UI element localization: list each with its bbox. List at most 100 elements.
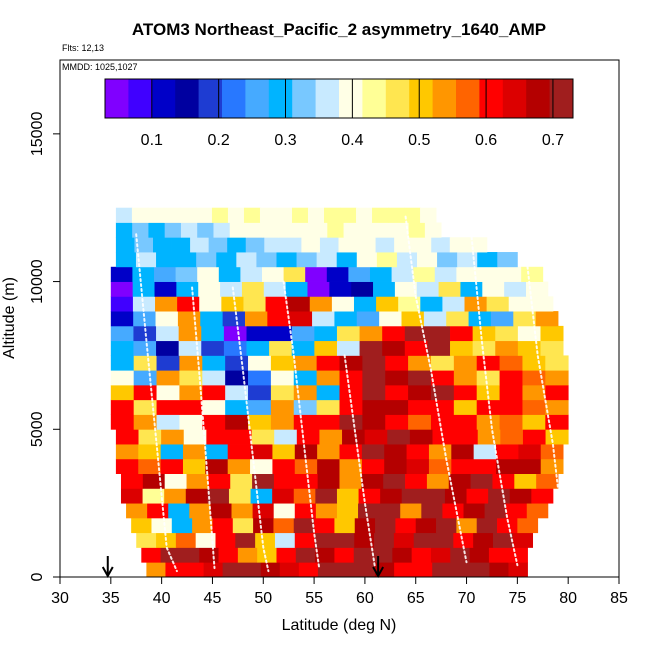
heatmap-cell	[138, 458, 162, 474]
heatmap-cell	[455, 429, 479, 445]
heatmap-cell	[293, 414, 318, 430]
colorbar-swatch	[292, 79, 316, 118]
heatmap-cell	[120, 473, 144, 489]
colorbar-swatch	[151, 79, 176, 118]
heatmap-cell	[293, 355, 318, 371]
x-tick-label: 50	[254, 590, 272, 607]
heatmap-cell	[110, 281, 134, 297]
heatmap-cell	[133, 414, 157, 430]
heatmap-cell	[294, 444, 318, 460]
heatmap-cell	[222, 562, 243, 578]
heatmap-cell	[499, 414, 523, 430]
heatmap-cell	[248, 399, 272, 415]
heatmap-cell	[135, 252, 157, 268]
heatmap-cell	[215, 532, 236, 548]
heatmap-cell	[189, 503, 211, 519]
heatmap-cell	[430, 547, 451, 563]
heatmap-cell	[291, 207, 309, 223]
x-tick-label: 55	[305, 590, 323, 607]
heatmap-cell	[154, 281, 177, 297]
heatmap-cell	[406, 458, 430, 474]
heatmap-cell	[476, 414, 500, 430]
heatmap-cell	[413, 532, 434, 548]
heatmap-cell	[177, 296, 200, 312]
heatmap-cell	[115, 458, 139, 474]
heatmap-cell	[276, 252, 297, 268]
heatmap-cell	[134, 237, 154, 253]
heatmap-cell	[147, 503, 169, 519]
heatmap-cell	[255, 532, 276, 548]
heatmap-cell	[334, 547, 355, 563]
heatmap-cell	[522, 370, 546, 386]
heatmap-cell	[175, 266, 198, 282]
heatmap-cell	[179, 384, 203, 401]
heatmap-cell	[202, 355, 226, 371]
heatmap-cell	[168, 503, 190, 519]
heatmap-cell	[115, 252, 137, 268]
heatmap-cell	[545, 429, 569, 445]
heatmap-cell	[243, 207, 261, 223]
heatmap-cell	[453, 399, 478, 415]
heatmap-cell	[380, 488, 403, 504]
heatmap-cell	[293, 517, 315, 534]
flights-label: Flts: 12,13	[62, 43, 104, 53]
heatmap-cell	[496, 444, 519, 460]
heatmap-cell	[361, 458, 385, 474]
heatmap-cell	[412, 237, 432, 253]
heatmap-cell	[518, 444, 542, 460]
heatmap-cell	[369, 266, 392, 282]
heatmap-cell	[450, 325, 474, 342]
heatmap-cell	[382, 325, 406, 342]
heatmap-cell	[513, 311, 537, 327]
flight-track-line	[404, 215, 468, 564]
heatmap-cell	[178, 325, 202, 342]
heatmap-cell	[324, 207, 341, 223]
heatmap-cell	[231, 503, 253, 519]
heatmap-cell	[339, 414, 363, 430]
heatmap-cell	[316, 384, 340, 401]
heatmap-cell	[227, 207, 245, 223]
heatmap-cell	[492, 473, 515, 489]
heatmap-cell	[314, 325, 338, 342]
heatmap-cell	[473, 444, 497, 460]
heatmap-cell	[221, 296, 244, 312]
heatmap-cell	[359, 222, 377, 238]
colorbar-swatch	[175, 79, 199, 118]
heatmap-cell	[476, 399, 500, 415]
heatmap-cell	[424, 222, 442, 238]
heatmap-cell	[206, 429, 230, 445]
heatmap-cell	[179, 547, 200, 563]
heatmap-cell	[260, 562, 281, 578]
heatmap-cell	[385, 384, 409, 401]
colorbar-swatch	[479, 79, 504, 118]
heatmap-cell	[274, 429, 298, 445]
heatmap-cell	[138, 444, 162, 460]
heatmap-cell	[202, 399, 226, 415]
heatmap-cell	[405, 473, 428, 489]
heatmap-cell	[115, 237, 135, 253]
flight-tracks	[135, 215, 565, 573]
heatmap-cell	[453, 370, 478, 386]
heatmap-cell	[228, 429, 252, 445]
heatmap-cell	[289, 311, 313, 327]
heatmap-cell	[179, 207, 197, 223]
heatmap-cell	[356, 252, 378, 268]
heatmap-cell	[413, 562, 433, 578]
heatmap-cell	[270, 370, 295, 386]
heatmap-cell	[373, 547, 393, 563]
heatmap-cell	[535, 311, 559, 327]
heatmap-cell	[210, 503, 232, 519]
heatmap-cell	[176, 252, 197, 268]
heatmap-cell	[421, 503, 443, 519]
flight-track-line	[470, 236, 519, 567]
y-tick-label: 10000	[29, 259, 46, 304]
heatmap-cell	[136, 532, 157, 548]
colorbar-tick-label: 0.1	[141, 132, 163, 149]
heatmap-cell	[385, 355, 409, 371]
heatmap-cell	[305, 266, 328, 282]
heatmap-cell	[161, 429, 185, 445]
heatmap-cell	[156, 399, 180, 415]
heatmap-cell	[463, 503, 485, 519]
heatmap-cell	[312, 311, 335, 327]
